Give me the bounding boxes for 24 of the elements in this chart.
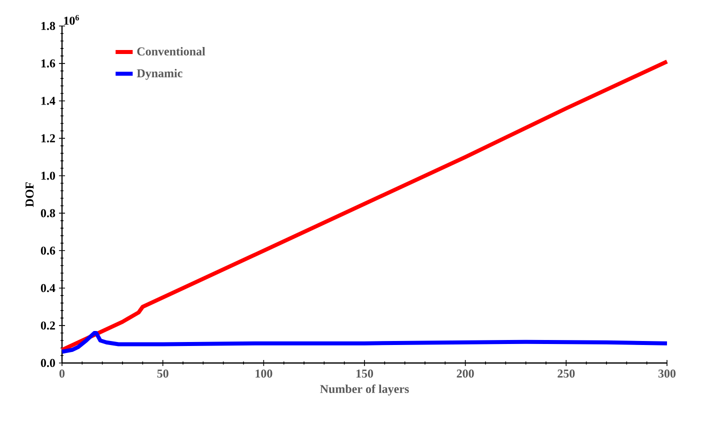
line-series (60, 60, 669, 352)
y-tick-label: 0.2 (40, 321, 55, 330)
legend-label: Dynamic (136, 68, 182, 80)
x-axis-title: Number of layers (320, 384, 409, 396)
line-series (60, 331, 669, 354)
y-tick-label: 0.4 (40, 284, 56, 292)
x-tick-label: 150 (356, 370, 374, 378)
y-tick-label: 1.8 (41, 22, 56, 30)
x-tick-label: 300 (658, 370, 676, 378)
y-tick-label: 1.0 (41, 172, 56, 180)
text: 10$^{6}$ (64, 15, 79, 25)
y-tick-label: 0.6 (40, 246, 56, 255)
y-tick-label: 0.0 (40, 358, 56, 368)
legend-label: Conventional (137, 47, 206, 56)
y-tick-label: 1.2 (41, 134, 55, 142)
x-tick-label: 50 (157, 370, 168, 378)
y-tick-label: 1.4 (41, 96, 56, 105)
y-axis-title: DOF (26, 182, 34, 207)
x-tick-label: 100 (256, 370, 272, 378)
x-tick-label: 200 (456, 370, 474, 378)
y-tick-label: 1.6 (41, 59, 56, 68)
x-tick-label: 0 (59, 370, 65, 378)
y-tick-label: 0.8 (40, 209, 56, 218)
x-tick-label: 250 (558, 370, 575, 378)
